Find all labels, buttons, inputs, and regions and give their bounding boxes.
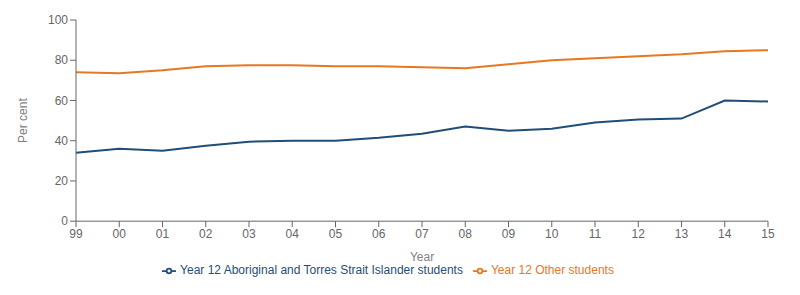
svg-text:40: 40 bbox=[55, 134, 69, 148]
svg-text:13: 13 bbox=[675, 227, 689, 241]
html-text:Year 12 Aboriginal and Torres: Year 12 Aboriginal and Torres Strait Isl… bbox=[180, 263, 463, 278]
svg-text:06: 06 bbox=[372, 227, 386, 241]
svg-text:10: 10 bbox=[545, 227, 559, 241]
svg-text:20: 20 bbox=[55, 174, 69, 188]
svg-text:14: 14 bbox=[718, 227, 732, 241]
svg-text:80: 80 bbox=[55, 53, 69, 67]
svg-text:Per cent: Per cent bbox=[16, 98, 30, 143]
svg-text:100: 100 bbox=[48, 13, 68, 27]
svg-text:Year: Year bbox=[410, 250, 434, 264]
svg-text:12: 12 bbox=[632, 227, 646, 241]
html-text:Year 12 Other students: Year 12 Other students bbox=[490, 263, 614, 278]
svg-text:09: 09 bbox=[502, 227, 516, 241]
svg-text:99: 99 bbox=[69, 227, 83, 241]
svg-text:04: 04 bbox=[286, 227, 300, 241]
svg-text:15: 15 bbox=[761, 227, 775, 241]
svg-text:00: 00 bbox=[113, 227, 127, 241]
svg-text:11: 11 bbox=[589, 227, 602, 241]
svg-text:60: 60 bbox=[55, 94, 69, 108]
svg-text:03: 03 bbox=[242, 227, 256, 241]
svg-text:08: 08 bbox=[459, 227, 473, 241]
svg-text:02: 02 bbox=[199, 227, 213, 241]
svg-text:0: 0 bbox=[61, 214, 68, 228]
svg-text:01: 01 bbox=[156, 227, 170, 241]
svg-text:07: 07 bbox=[415, 227, 429, 241]
svg-text:05: 05 bbox=[329, 227, 343, 241]
